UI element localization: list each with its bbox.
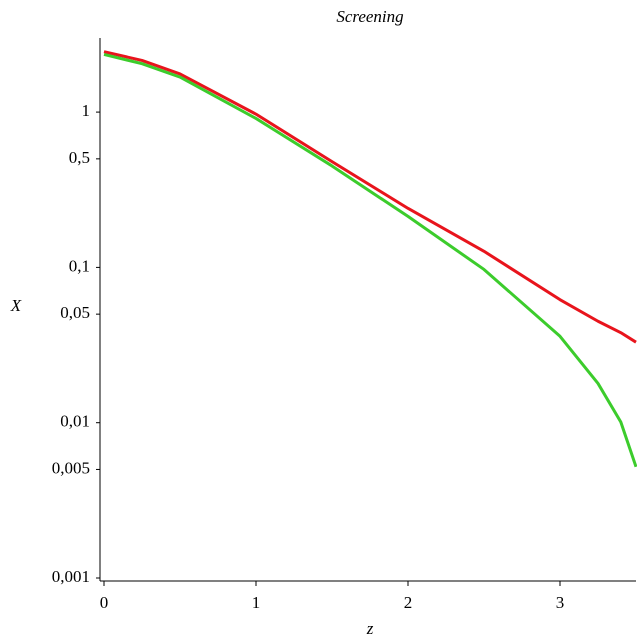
y-tick-label: 1 xyxy=(82,101,91,120)
chart-title: Screening xyxy=(336,7,403,26)
x-axis-label: z xyxy=(366,619,374,638)
y-tick-label: 0,01 xyxy=(60,412,90,431)
y-axis-label: X xyxy=(10,296,22,315)
x-tick-label: 0 xyxy=(100,593,109,612)
series-line xyxy=(103,53,637,468)
y-tick-label: 0,5 xyxy=(69,148,90,167)
y-tick-label: 0,05 xyxy=(60,303,90,322)
y-tick-label: 0,005 xyxy=(52,458,90,477)
y-tick-label: 0,001 xyxy=(52,567,90,586)
x-tick-label: 3 xyxy=(556,593,565,612)
x-tick-label: 1 xyxy=(252,593,261,612)
series-line xyxy=(103,50,637,344)
y-tick-label: 0,1 xyxy=(69,256,90,275)
x-tick-label: 2 xyxy=(404,593,413,612)
